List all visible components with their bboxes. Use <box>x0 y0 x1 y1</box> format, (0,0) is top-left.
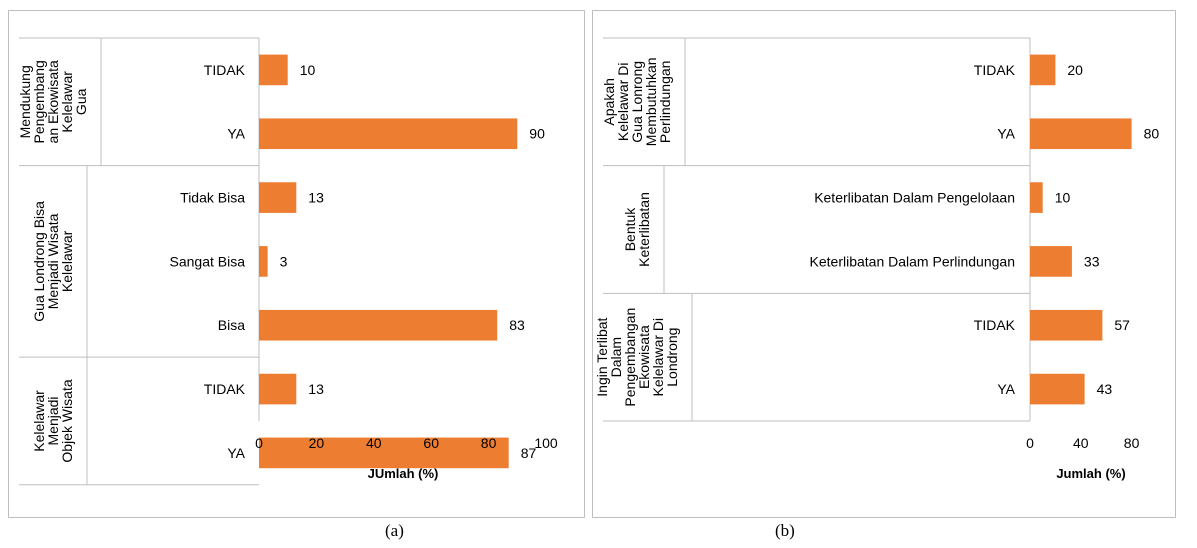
category-label: TIDAK <box>974 317 1016 333</box>
bar <box>1030 309 1103 341</box>
group-label: Gua Londrong BisaMenjadi WisataKelelawar <box>31 201 75 322</box>
x-tick-label: 80 <box>481 435 497 451</box>
category-label: TIDAK <box>974 62 1016 78</box>
category-label: YA <box>227 126 245 142</box>
group-label-line: Pengembangan <box>622 308 638 407</box>
group-label-line: Londrong <box>664 328 680 387</box>
x-tick-label: 100 <box>534 435 558 451</box>
category-label: TIDAK <box>204 62 246 78</box>
data-label: 3 <box>280 253 288 269</box>
category-label: YA <box>227 445 245 461</box>
category-label: Keterlibatan Dalam Pengelolaan <box>814 190 1015 206</box>
group-label-line: Kelelawar <box>31 390 47 452</box>
group-label-line: Ingin Terlibat <box>594 317 610 396</box>
bar <box>259 437 509 469</box>
data-label: 13 <box>308 381 324 397</box>
group-label: MendukungPengembangan EkowisataKelelawar… <box>17 60 89 143</box>
group-label-line: Kelelawar <box>59 230 75 292</box>
group-label-line: Bentuk <box>622 207 638 252</box>
group-label-line: Kelelawar <box>59 71 75 133</box>
x-axis-title: JUmlah (%) <box>368 466 439 481</box>
x-tick-label: 40 <box>366 435 382 451</box>
chart-panel-a: MendukungPengembangan EkowisataKelelawar… <box>8 10 585 518</box>
data-label: 87 <box>521 445 537 461</box>
bar <box>259 182 297 213</box>
data-label: 10 <box>1055 190 1071 206</box>
data-label: 20 <box>1067 62 1083 78</box>
group-label-line: an Ekowisata <box>45 60 61 143</box>
group-label-line: Mendukung <box>17 65 33 138</box>
group-label-line: Kelelawar Di <box>650 318 666 397</box>
group-label-line: Objek Wisata <box>59 379 75 462</box>
data-label: 13 <box>308 190 324 206</box>
group-label-line: Menjadi <box>45 396 61 445</box>
category-label: YA <box>997 381 1015 397</box>
group-label: BentukKeterlibatan <box>622 192 652 267</box>
group-label-line: Gua Londrong Bisa <box>31 201 47 322</box>
data-label: 83 <box>509 317 525 333</box>
group-label-line: Pengembang <box>31 60 47 143</box>
group-label: Ingin TerlibatDalamPengembanganEkowisata… <box>594 308 680 407</box>
group-label-line: Apakah <box>601 78 617 125</box>
data-label: 33 <box>1084 253 1100 269</box>
group-label: KelelawarMenjadiObjek Wisata <box>31 379 75 462</box>
x-axis-title: Jumlah (%) <box>1056 466 1125 481</box>
category-label: Tidak Bisa <box>180 190 245 206</box>
category-label: Sangat Bisa <box>170 253 246 269</box>
bar <box>259 246 268 277</box>
x-tick-label: 60 <box>423 435 439 451</box>
group-label-line: Gua Lonrong <box>629 61 645 143</box>
bar <box>1030 373 1085 405</box>
group-label: ApakahKelelawar DiGua LonrongMembutuhkan… <box>601 57 673 146</box>
data-label: 90 <box>529 126 545 142</box>
group-label-line: Dalam <box>608 337 624 377</box>
caption-a: (a) <box>385 521 404 540</box>
x-tick-label: 20 <box>309 435 325 451</box>
group-label-line: Kelelawar Di <box>615 63 631 142</box>
group-label-line: Gua <box>73 88 89 115</box>
category-label: TIDAK <box>204 381 246 397</box>
x-tick-label: 0 <box>1026 435 1034 451</box>
category-label: Bisa <box>218 317 245 333</box>
bar <box>259 54 288 86</box>
data-label: 43 <box>1097 381 1113 397</box>
data-label: 10 <box>300 62 316 78</box>
data-label: 57 <box>1114 317 1130 333</box>
caption-b: (b) <box>775 521 795 540</box>
bar <box>259 118 518 150</box>
category-label: YA <box>997 126 1015 142</box>
x-tick-label: 0 <box>255 435 263 451</box>
group-label-line: Menjadi Wisata <box>45 213 61 309</box>
x-tick-label: 80 <box>1124 435 1140 451</box>
data-label: 80 <box>1144 126 1160 142</box>
bar <box>1030 182 1043 213</box>
bar <box>259 309 498 341</box>
group-label-line: Perlindungan <box>657 61 673 144</box>
chart-b: ApakahKelelawar DiGua LonrongMembutuhkan… <box>594 37 1160 481</box>
bar <box>1030 246 1072 277</box>
group-label-line: Keterlibatan <box>636 192 652 267</box>
category-label: Keterlibatan Dalam Perlindungan <box>810 253 1015 269</box>
chart-a: MendukungPengembangan EkowisataKelelawar… <box>17 37 558 486</box>
bar <box>1030 118 1132 150</box>
bar <box>1030 54 1056 86</box>
group-label-line: Ekowisata <box>636 325 652 389</box>
bar <box>259 373 297 405</box>
group-label-line: Membutuhkan <box>643 57 659 146</box>
x-tick-label: 40 <box>1073 435 1089 451</box>
chart-panel-b: ApakahKelelawar DiGua LonrongMembutuhkan… <box>592 10 1176 518</box>
